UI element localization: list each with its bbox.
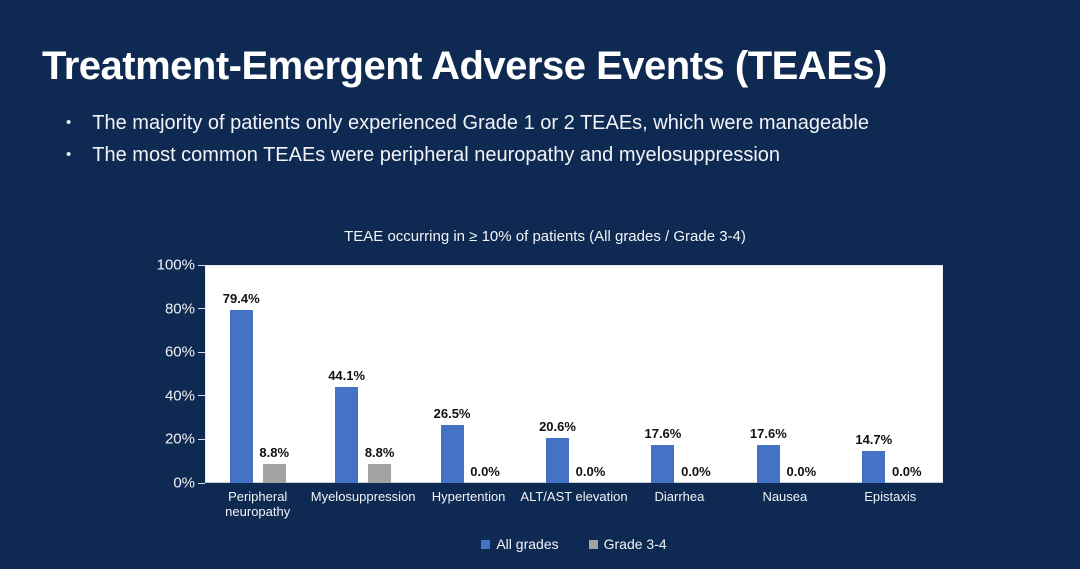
category-label: ALT/AST elevation bbox=[520, 489, 628, 504]
y-axis-tick-label: 100% bbox=[156, 256, 195, 274]
all-grades-value-label: 17.6% bbox=[749, 425, 787, 441]
all-grades-swatch-icon bbox=[481, 539, 491, 549]
legend-label-all-grades: All grades bbox=[496, 536, 559, 552]
all-grades-bar bbox=[756, 444, 780, 483]
y-axis-tick-mark bbox=[198, 438, 205, 440]
grade-3-4-value-label: 0.0% bbox=[470, 464, 500, 479]
chart-title: TEAE occurring in ≥ 10% of patients (All… bbox=[344, 228, 746, 245]
y-axis-tick-mark bbox=[198, 351, 205, 353]
bullet-marker: • bbox=[66, 146, 72, 163]
y-axis-tick-label: 80% bbox=[164, 300, 195, 318]
grade-3-4-bar bbox=[368, 463, 392, 483]
y-axis-tick-label: 60% bbox=[164, 343, 195, 361]
all-grades-bar bbox=[651, 444, 675, 483]
category-label: Diarrhea bbox=[654, 489, 705, 504]
all-grades-bar bbox=[440, 425, 464, 483]
bullet-text: The most common TEAEs were peripheral ne… bbox=[92, 144, 781, 166]
all-grades-value-label: 17.6% bbox=[644, 425, 682, 441]
all-grades-value-label: 26.5% bbox=[433, 406, 471, 422]
legend-item-grade-3-4: Grade 3-4 bbox=[588, 536, 667, 552]
bullet-item: • The majority of patients only experien… bbox=[66, 112, 1026, 134]
bullet-marker: • bbox=[66, 114, 72, 131]
y-axis-tick-label: 20% bbox=[164, 430, 195, 448]
grade-3-4-value-label: 8.8% bbox=[364, 444, 395, 460]
category-label: Peripheral neuropathy bbox=[225, 489, 291, 520]
all-grades-bar bbox=[229, 309, 253, 483]
bullet-text: The majority of patients only experience… bbox=[92, 112, 869, 134]
y-axis-tick-mark bbox=[198, 395, 205, 397]
all-grades-value-label: 14.7% bbox=[855, 431, 893, 447]
y-axis-tick-mark bbox=[198, 264, 205, 266]
grade-3-4-value-label: 8.8% bbox=[259, 444, 290, 460]
grade-3-4-value-label: 0.0% bbox=[681, 464, 711, 479]
grade-3-4-value-label: 0.0% bbox=[575, 464, 606, 479]
all-grades-value-label: 44.1% bbox=[328, 367, 366, 383]
category-label: Hypertention bbox=[431, 489, 506, 504]
grade-3-4-bar bbox=[262, 463, 286, 483]
bullet-item: • The most common TEAEs were peripheral … bbox=[66, 144, 1026, 166]
category-label: Myelosuppression bbox=[310, 489, 416, 504]
legend-item-all-grades: All grades bbox=[481, 536, 559, 552]
y-axis-tick-mark bbox=[198, 308, 205, 310]
y-axis-tick-label: 40% bbox=[164, 387, 195, 405]
grade-3-4-value-label: 0.0% bbox=[891, 464, 922, 479]
grade-3-4-swatch-icon bbox=[588, 539, 598, 549]
all-grades-value-label: 20.6% bbox=[539, 419, 576, 435]
all-grades-value-label: 79.4% bbox=[222, 290, 260, 306]
all-grades-bar bbox=[335, 386, 359, 483]
bullet-list: • The majority of patients only experien… bbox=[66, 112, 1026, 176]
teae-bar-chart: TEAE occurring in ≥ 10% of patients (All… bbox=[130, 226, 960, 566]
y-axis-tick-label: 0% bbox=[173, 474, 195, 492]
plot-area bbox=[205, 265, 943, 483]
legend: All grades Grade 3-4 bbox=[205, 536, 943, 552]
legend-label-grade-3-4: Grade 3-4 bbox=[603, 536, 667, 552]
slide-title: Treatment-Emergent Adverse Events (TEAEs… bbox=[42, 44, 887, 88]
y-axis-tick-mark bbox=[198, 482, 205, 484]
category-label: Epistaxis bbox=[864, 489, 917, 504]
all-grades-bar bbox=[862, 450, 886, 483]
all-grades-bar bbox=[546, 438, 569, 483]
grade-3-4-value-label: 0.0% bbox=[786, 464, 817, 479]
category-label: Nausea bbox=[762, 489, 808, 504]
